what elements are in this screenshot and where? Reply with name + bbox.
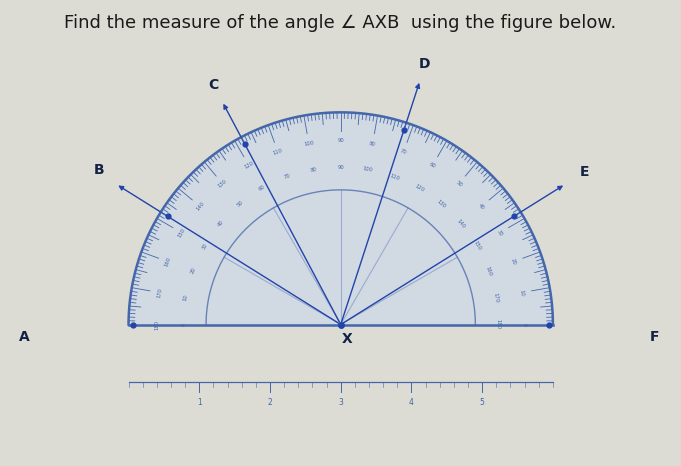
Text: 110: 110 bbox=[389, 173, 400, 181]
Text: 20: 20 bbox=[510, 258, 517, 266]
Text: E: E bbox=[580, 164, 589, 179]
Text: 140: 140 bbox=[195, 201, 205, 212]
Text: 60: 60 bbox=[428, 162, 437, 169]
Text: 0: 0 bbox=[181, 323, 186, 326]
Text: 160: 160 bbox=[164, 256, 172, 267]
Text: X: X bbox=[341, 332, 352, 346]
Text: 180: 180 bbox=[495, 320, 501, 329]
Text: 90: 90 bbox=[337, 165, 344, 170]
Text: 70: 70 bbox=[283, 173, 291, 180]
Text: F: F bbox=[650, 330, 660, 344]
Text: 60: 60 bbox=[258, 185, 266, 192]
Text: 120: 120 bbox=[243, 161, 255, 170]
Text: 130: 130 bbox=[437, 199, 447, 209]
Text: 50: 50 bbox=[454, 180, 463, 188]
Text: 160: 160 bbox=[484, 265, 492, 276]
Text: D: D bbox=[419, 57, 430, 71]
Text: B: B bbox=[94, 163, 105, 177]
Text: 0: 0 bbox=[522, 323, 527, 326]
Text: 70: 70 bbox=[400, 149, 407, 156]
Text: 150: 150 bbox=[472, 240, 481, 252]
Text: 5: 5 bbox=[479, 397, 485, 406]
Text: 40: 40 bbox=[477, 202, 486, 211]
Polygon shape bbox=[129, 112, 553, 324]
Text: 1: 1 bbox=[197, 397, 202, 406]
Text: 80: 80 bbox=[310, 167, 317, 173]
Text: 170: 170 bbox=[157, 287, 163, 298]
Text: A: A bbox=[19, 330, 30, 344]
Text: 4: 4 bbox=[409, 397, 414, 406]
Text: 2: 2 bbox=[268, 397, 272, 406]
Text: 180: 180 bbox=[155, 320, 159, 329]
Text: 100: 100 bbox=[304, 140, 314, 147]
Text: 80: 80 bbox=[369, 141, 377, 147]
Text: 130: 130 bbox=[217, 179, 228, 189]
Text: 110: 110 bbox=[272, 148, 283, 156]
Text: 120: 120 bbox=[413, 184, 425, 193]
Text: 3: 3 bbox=[338, 397, 343, 406]
Text: 150: 150 bbox=[177, 227, 187, 238]
Text: 30: 30 bbox=[201, 242, 208, 250]
Text: 50: 50 bbox=[236, 200, 244, 208]
Text: 140: 140 bbox=[456, 218, 466, 229]
Text: 170: 170 bbox=[492, 292, 498, 302]
Text: 90: 90 bbox=[337, 138, 344, 144]
Text: 10: 10 bbox=[518, 289, 524, 296]
Text: 100: 100 bbox=[362, 166, 373, 173]
Text: 20: 20 bbox=[189, 267, 197, 275]
Text: 40: 40 bbox=[217, 219, 225, 228]
Text: 10: 10 bbox=[183, 294, 189, 301]
Text: C: C bbox=[208, 78, 219, 92]
Text: Find the measure of the angle ∠ AXB  using the figure below.: Find the measure of the angle ∠ AXB usin… bbox=[65, 14, 616, 32]
Text: 30: 30 bbox=[496, 229, 503, 237]
